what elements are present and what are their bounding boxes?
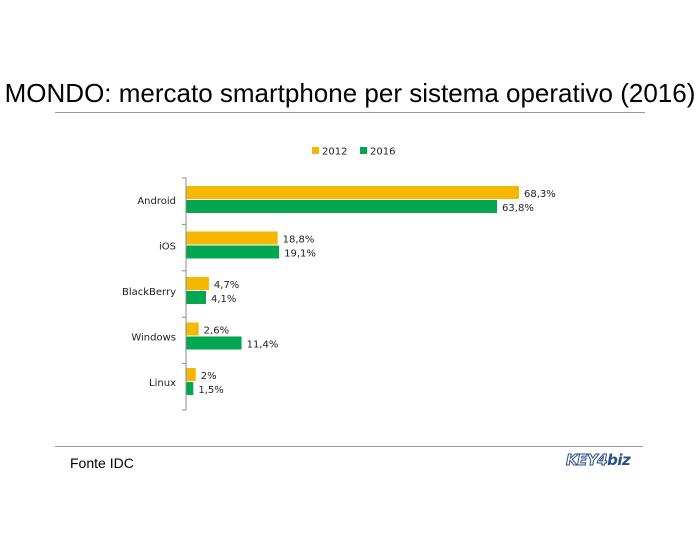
chart-title: MONDO: mercato smartphone per sistema op… [4, 78, 696, 108]
category-label-linux: Linux [149, 378, 176, 389]
category-label-ios: iOS [159, 242, 176, 253]
bar-windows-2016 [186, 336, 242, 350]
legend-swatch-2012 [312, 147, 319, 154]
bar-android-2012 [186, 186, 519, 199]
bar-linux-2016 [186, 382, 194, 395]
legend-label-2012: 2012 [322, 147, 347, 158]
category-label-android: Android [137, 196, 176, 207]
footer-divider [55, 446, 643, 447]
data-label-linux-2016: 1,5% [198, 385, 223, 396]
data-label-android-2016: 63,8% [502, 203, 534, 214]
bar-ios-2012 [186, 231, 278, 245]
data-label-android-2012: 68,3% [524, 189, 556, 200]
bar-android-2016 [186, 200, 498, 213]
data-label-blackberry-2012: 4,7% [214, 280, 239, 291]
category-label-blackberry: BlackBerry [122, 287, 176, 298]
data-label-ios-2016: 19,1% [284, 249, 316, 260]
source-note: Fonte IDC [70, 455, 134, 471]
legend-swatch-2016 [360, 147, 367, 154]
brand-logo: KEY4biz [565, 451, 631, 470]
title-divider [55, 112, 645, 113]
bar-ios-2016 [186, 245, 280, 259]
bar-linux-2012 [186, 368, 196, 381]
data-label-blackberry-2016: 4,1% [211, 294, 236, 305]
bar-blackberry-2016 [186, 291, 206, 304]
category-label-windows: Windows [131, 333, 176, 344]
legend-label-2016: 2016 [370, 147, 395, 158]
data-label-windows-2012: 2,6% [204, 326, 229, 337]
data-label-linux-2012: 2% [201, 371, 217, 382]
bar-blackberry-2012 [186, 277, 209, 290]
bar-windows-2012 [186, 322, 199, 336]
data-label-windows-2016: 11,4% [247, 340, 279, 351]
data-label-ios-2012: 18,8% [283, 235, 315, 246]
